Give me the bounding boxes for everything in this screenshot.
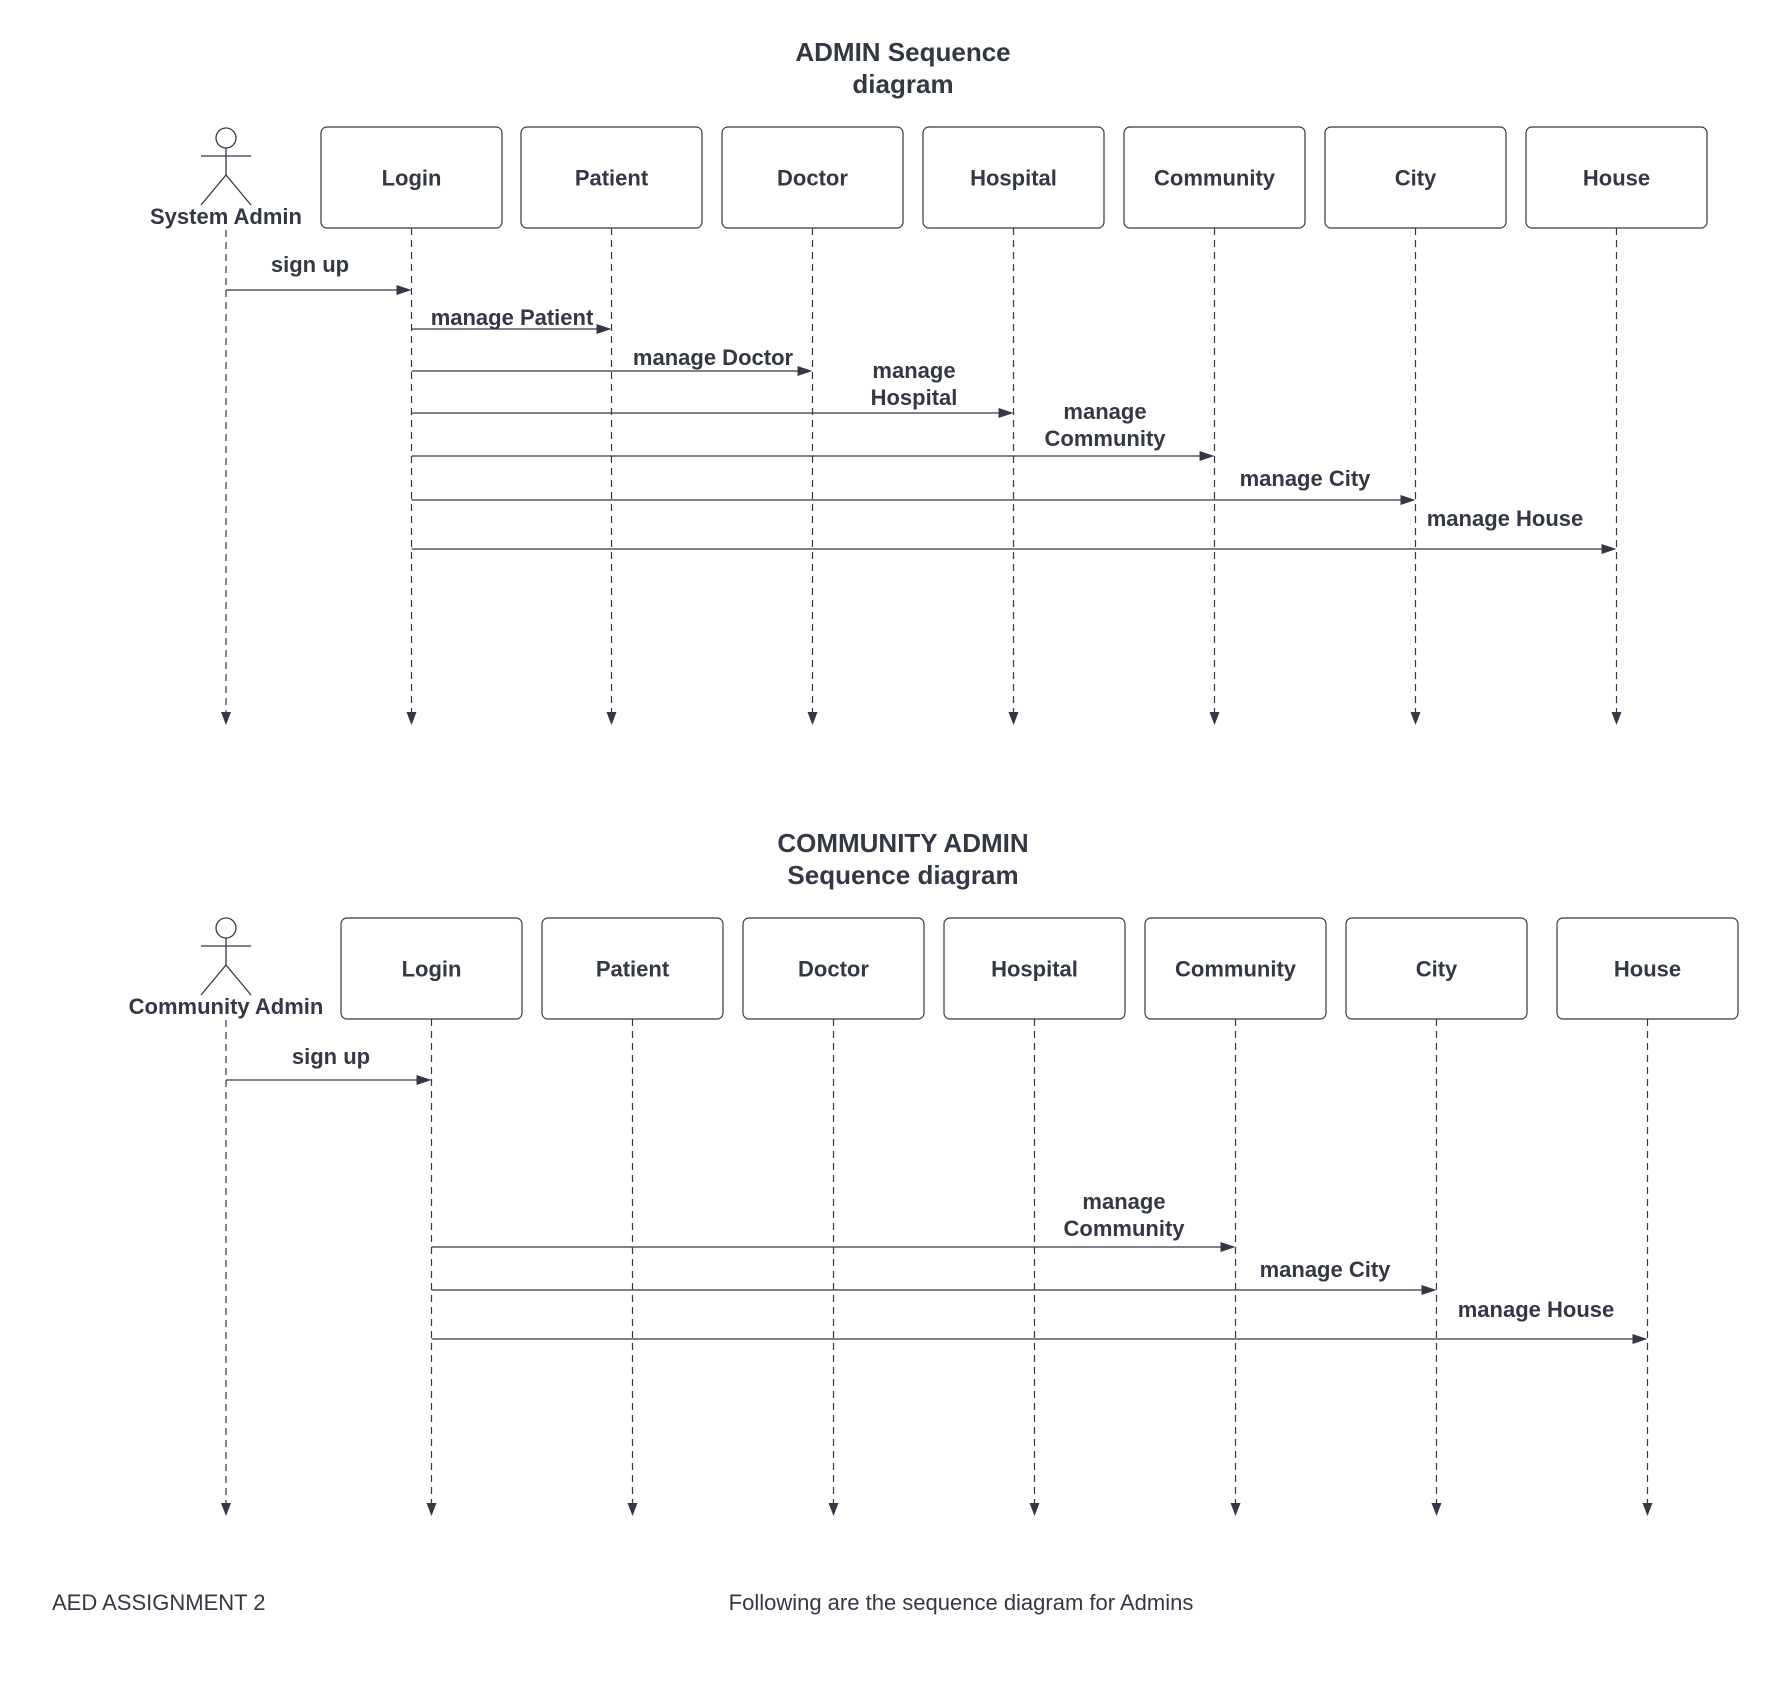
lifeline-house	[1611, 228, 1622, 725]
participant-community: Community	[1123, 126, 1306, 229]
participant-label: Doctor	[777, 166, 848, 191]
diagram-title: diagram	[852, 69, 953, 99]
participant-hospital: Hospital	[922, 126, 1105, 229]
diagram-title: Sequence diagram	[787, 860, 1018, 890]
participant-doctor: Doctor	[742, 917, 925, 1020]
message-arrow: manage City	[431, 1257, 1437, 1295]
arrowhead	[1220, 1242, 1236, 1252]
lifeline-city	[1431, 1019, 1442, 1516]
lifeline-login	[406, 228, 417, 725]
actor-lifeline	[221, 230, 231, 725]
message-label: manage City	[1240, 466, 1372, 491]
participant-house: House	[1556, 917, 1739, 1020]
participant-label: Patient	[596, 957, 670, 982]
participant-label: Doctor	[798, 957, 869, 982]
arrowhead	[998, 408, 1014, 418]
message-label: manage	[1082, 1189, 1165, 1214]
message-label: manage Patient	[431, 305, 594, 330]
participant-label: Login	[402, 957, 462, 982]
lifeline-hospital	[1029, 1019, 1040, 1516]
actor-stick-figure-icon	[200, 917, 252, 996]
arrowhead	[1632, 1334, 1648, 1344]
participant-house: House	[1525, 126, 1708, 229]
message-label: Community	[1064, 1216, 1186, 1241]
message-arrow: manage Doctor	[411, 345, 813, 376]
lifeline-patient	[606, 228, 617, 725]
message-arrow: manage Patient	[411, 305, 612, 334]
diagram-title: COMMUNITY ADMIN	[777, 828, 1028, 858]
message-label: manage	[1063, 399, 1146, 424]
participant-label: Community	[1175, 957, 1297, 982]
lifeline-doctor	[828, 1019, 839, 1516]
actor-stick-figure-icon	[200, 127, 252, 206]
message-label: manage House	[1427, 506, 1584, 531]
participant-login: Login	[340, 917, 523, 1020]
participant-label: Hospital	[970, 166, 1057, 191]
participant-label: House	[1583, 166, 1650, 191]
arrowhead	[1199, 451, 1215, 461]
participant-patient: Patient	[541, 917, 724, 1020]
participant-label: Hospital	[991, 957, 1078, 982]
arrowhead	[1421, 1285, 1437, 1295]
message-label: Hospital	[871, 385, 958, 410]
message-label: sign up	[292, 1044, 370, 1069]
participant-doctor: Doctor	[721, 126, 904, 229]
message-arrow: manage House	[411, 506, 1617, 554]
participant-community: Community	[1144, 917, 1327, 1020]
participant-label: Community	[1154, 166, 1276, 191]
arrowhead	[596, 324, 612, 334]
arrowhead	[1601, 544, 1617, 554]
participant-city: City	[1345, 917, 1528, 1020]
footer-assignment-label: AED ASSIGNMENT 2	[52, 1590, 266, 1615]
lifeline-login	[426, 1019, 437, 1516]
actor-lifeline	[221, 1020, 231, 1516]
participant-label: Login	[382, 166, 442, 191]
message-label: manage City	[1260, 1257, 1392, 1282]
participant-label: City	[1416, 957, 1458, 982]
lifeline-city	[1410, 228, 1421, 725]
actor-label: System Admin	[150, 204, 302, 229]
participant-login: Login	[320, 126, 503, 229]
lifeline-hospital	[1008, 228, 1019, 725]
arrowhead	[797, 366, 813, 376]
lifeline-community	[1230, 1019, 1241, 1516]
participant-label: City	[1395, 166, 1437, 191]
arrowhead	[416, 1075, 432, 1085]
arrowhead	[396, 285, 412, 295]
participant-hospital: Hospital	[943, 917, 1126, 1020]
message-label: manage House	[1458, 1297, 1615, 1322]
lifeline-patient	[627, 1019, 638, 1516]
diagram-title: ADMIN Sequence	[795, 37, 1010, 67]
arrowhead	[1400, 495, 1416, 505]
message-label: manage Doctor	[633, 345, 794, 370]
participant-label: Patient	[575, 166, 649, 191]
message-arrow: manage House	[431, 1297, 1648, 1344]
message-arrow: sign up	[226, 1044, 432, 1085]
lifeline-house	[1642, 1019, 1653, 1516]
footer-caption: Following are the sequence diagram for A…	[729, 1590, 1194, 1615]
message-label: manage	[872, 358, 955, 383]
lifeline-doctor	[807, 228, 818, 725]
message-label: sign up	[271, 252, 349, 277]
participant-city: City	[1324, 126, 1507, 229]
participant-patient: Patient	[520, 126, 703, 229]
lifeline-community	[1209, 228, 1220, 725]
participant-label: House	[1614, 957, 1681, 982]
actor-label: Community Admin	[129, 994, 324, 1019]
message-label: Community	[1045, 426, 1167, 451]
message-arrow: sign up	[226, 252, 412, 295]
message-arrow: manage City	[411, 466, 1416, 505]
